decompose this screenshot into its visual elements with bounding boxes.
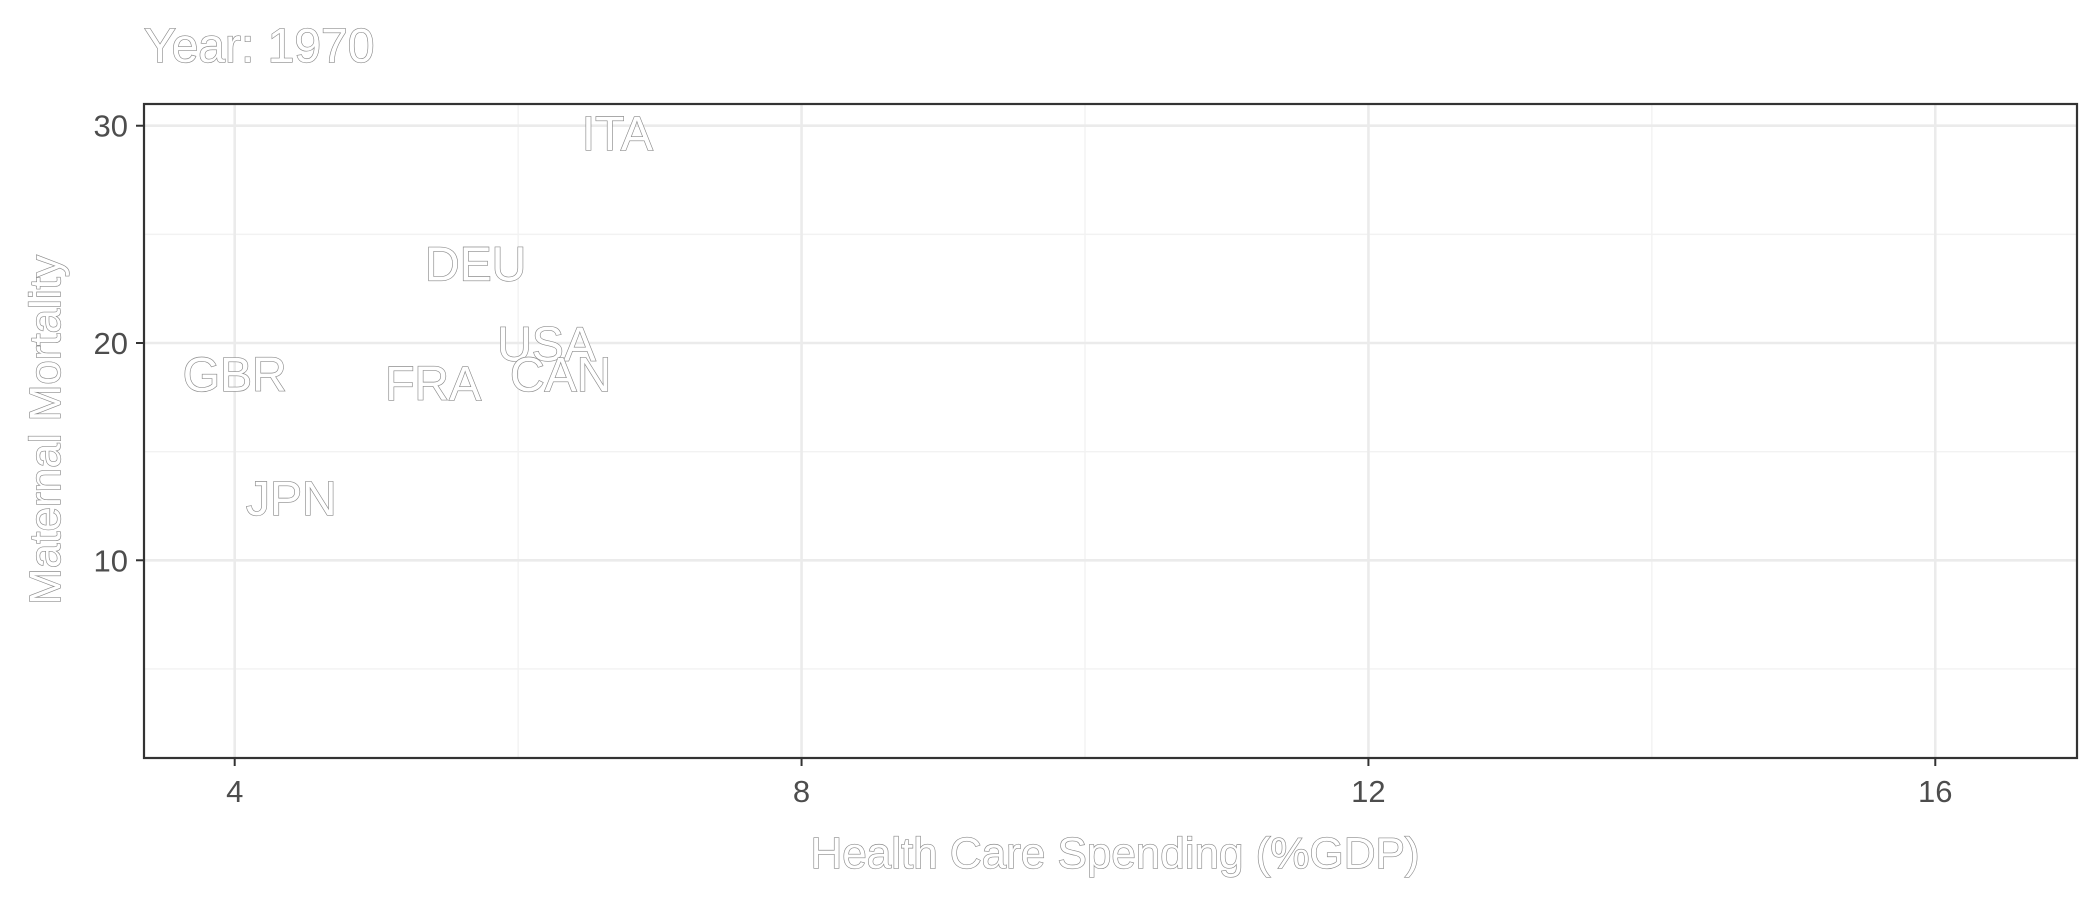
- grid-lines: [144, 104, 2077, 758]
- y-tick-label: 30: [94, 109, 128, 144]
- y-tick-label: 20: [94, 326, 128, 361]
- point-label-jpn: JPN: [246, 473, 337, 526]
- chart-title: Year: 1970: [144, 20, 374, 73]
- plot-panel-border: [142, 102, 2079, 760]
- x-axis-title: Health Care Spending (%GDP): [811, 829, 1420, 878]
- y-axis-title: Maternal Mortality: [21, 255, 70, 605]
- axis-ticks: 4 8 12 16 10 20 30: [94, 109, 1953, 809]
- point-label-gbr: GBR: [183, 349, 287, 402]
- point-label-ita: ITA: [582, 108, 653, 161]
- point-label-fra: FRA: [385, 358, 481, 411]
- point-label-deu: DEU: [425, 238, 526, 291]
- x-tick-label: 8: [793, 774, 810, 809]
- y-tick-label: 10: [94, 543, 128, 578]
- x-tick-label: 12: [1351, 774, 1385, 809]
- x-tick-label: 4: [226, 774, 243, 809]
- x-tick-label: 16: [1918, 774, 1952, 809]
- point-label-can: CAN: [510, 349, 611, 402]
- point-label-usa: USA: [497, 319, 596, 372]
